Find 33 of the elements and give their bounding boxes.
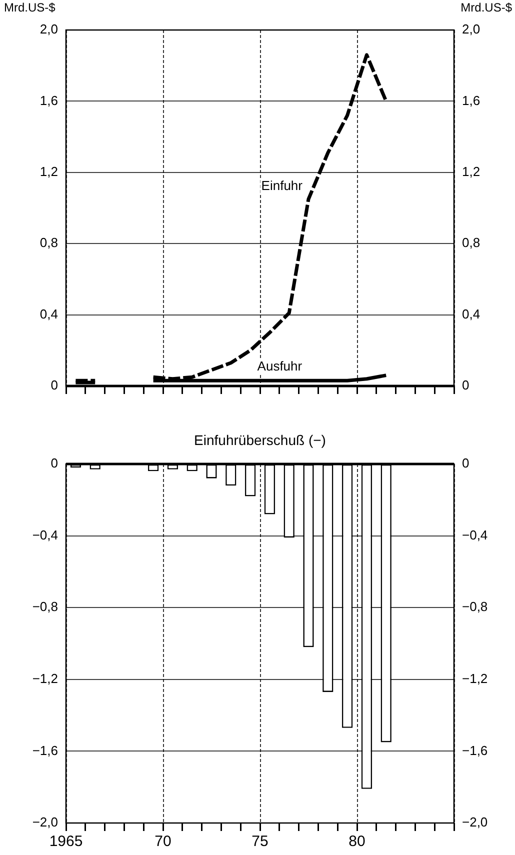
y2-tick-label: 0: [462, 456, 470, 471]
y2-axis-title: Mrd.US-$: [460, 0, 512, 14]
y2-tick-label: 1,6: [462, 92, 480, 108]
y-tick-label: 0: [50, 456, 58, 471]
y-tick-label: 1,6: [40, 92, 58, 108]
y-tick-label: −0,8: [32, 599, 58, 614]
series-label: Ausfuhr: [257, 358, 303, 374]
y-tick-label: −1,6: [32, 742, 58, 758]
y2-tick-label: 2,0: [462, 22, 480, 37]
y-tick-label: 0,8: [40, 235, 58, 250]
y-tick-label: −1,2: [32, 670, 58, 686]
y2-tick-label: −0,8: [462, 599, 488, 614]
series-label: Einfuhr: [261, 178, 304, 194]
y-tick-label: −0,4: [32, 527, 58, 542]
y2-tick-label: −1,2: [462, 670, 488, 686]
y2-tick-label: −2,0: [462, 814, 488, 830]
y2-tick-label: −0,4: [462, 527, 488, 542]
y2-tick-label: 0,4: [462, 306, 480, 322]
x-tick-label: 75: [252, 833, 268, 850]
y-tick-label: 0,4: [40, 306, 58, 322]
x-tick-label: 80: [348, 833, 366, 850]
y-tick-label: 2,0: [40, 22, 58, 37]
y2-tick-label: 0,8: [462, 235, 480, 250]
y2-tick-label: 0: [462, 378, 470, 393]
y-tick-label: 1,2: [40, 164, 58, 179]
x-tick-label: 1965: [49, 833, 83, 850]
x-tick-label: 70: [154, 833, 172, 850]
chart-title: Einfuhrüberschuß (−): [194, 432, 326, 448]
y-tick-label: −2,0: [32, 814, 58, 830]
y2-tick-label: −1,6: [462, 742, 488, 758]
y-axis-title: Mrd.US-$: [4, 0, 56, 14]
y-tick-label: 0: [50, 378, 58, 393]
y2-tick-label: 1,2: [462, 164, 480, 179]
